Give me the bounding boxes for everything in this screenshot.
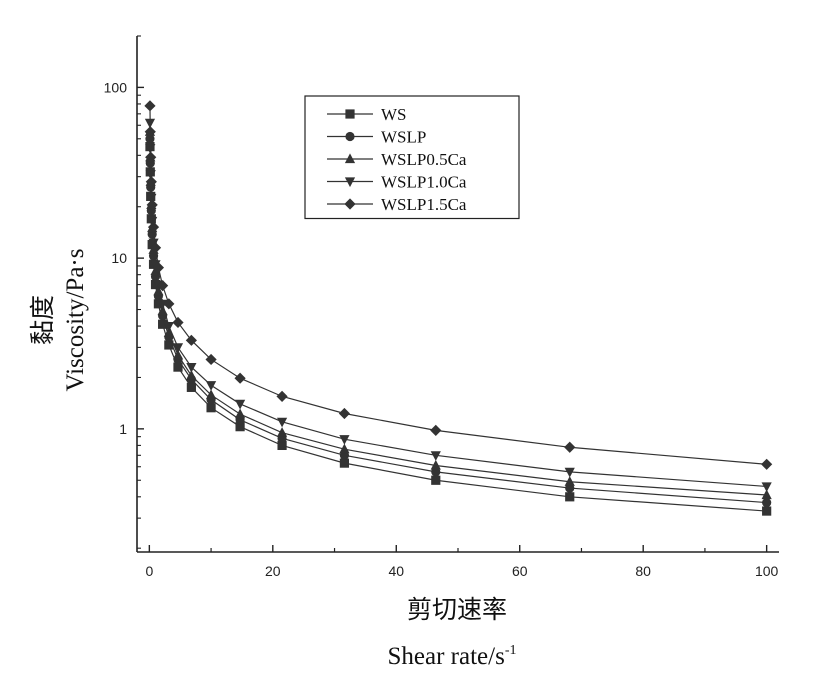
legend-label: WSLP	[381, 128, 426, 147]
x-tick-label: 0	[145, 563, 153, 579]
data-point	[564, 441, 576, 453]
axes: 0 20 40 60 80 100 1 10 100	[104, 35, 779, 579]
data-point	[145, 151, 157, 163]
legend-item: WSLP1.5Ca	[327, 195, 467, 214]
legend-marker	[344, 177, 356, 188]
legend-marker	[345, 131, 355, 142]
data-point	[339, 435, 350, 445]
x-tick-label: 40	[388, 563, 404, 579]
legend-label: WS	[381, 105, 407, 124]
legend-marker	[345, 109, 355, 119]
data-point	[276, 417, 288, 428]
legend-label: WSLP1.5Ca	[381, 195, 467, 214]
y-axis-title-cn: 黏度	[29, 295, 57, 345]
data-point	[144, 100, 156, 112]
x-tick-label: 80	[635, 563, 651, 579]
data-point	[565, 492, 575, 502]
x-axis-title-main: Shear rate/s	[388, 643, 505, 670]
data-point	[172, 349, 184, 360]
series-wslp1-5ca	[144, 100, 773, 470]
x-tick-label: 60	[512, 563, 528, 579]
data-point	[564, 467, 575, 478]
data-point	[234, 408, 246, 419]
data-point	[430, 451, 441, 461]
data-point	[761, 458, 773, 470]
data-point	[235, 422, 245, 432]
legend-marker	[344, 198, 356, 210]
data-point	[761, 489, 772, 500]
legend-label: WSLP1.0Ca	[381, 173, 467, 192]
data-point	[158, 319, 168, 329]
x-axis-title-cn: 剪切速率	[407, 596, 507, 624]
x-axis-title-en: Shear rate/s-1	[388, 643, 517, 670]
data-point	[147, 216, 158, 227]
data-point	[185, 334, 197, 346]
data-point	[173, 362, 183, 372]
data-point	[163, 327, 174, 337]
data-point	[234, 372, 246, 384]
legend-item: WS	[327, 105, 407, 124]
data-point	[276, 390, 288, 402]
data-point	[762, 506, 772, 516]
data-point	[186, 363, 197, 373]
data-point	[186, 370, 197, 380]
data-point	[146, 199, 158, 211]
data-point	[148, 238, 159, 249]
data-point	[762, 497, 772, 508]
data-point	[205, 353, 217, 366]
y-axis-title: 黏度 Viscosity/Pa·s	[29, 249, 89, 392]
data-point	[153, 285, 164, 296]
data-point	[153, 299, 164, 309]
data-point	[144, 126, 156, 138]
data-point	[339, 443, 350, 454]
data-point	[277, 440, 287, 451]
x-axis-title-exponent: -1	[505, 643, 517, 658]
legend-item: WSLP0.5Ca	[327, 150, 467, 169]
data-point	[172, 343, 184, 353]
x-tick-label: 20	[265, 563, 281, 579]
y-tick-label: 100	[104, 79, 128, 95]
y-axis-title-en: Viscosity/Pa·s	[62, 249, 89, 392]
data-point	[205, 389, 217, 400]
x-tick-label: 100	[755, 563, 779, 579]
data-point	[564, 476, 575, 486]
data-point	[145, 176, 157, 188]
data-point	[339, 458, 350, 468]
legend: WS WSLP WSLP0.5Ca WSLP1.0Ca WSLP1.5Ca	[304, 95, 520, 220]
x-axis-title: 剪切速率 Shear rate/s-1	[388, 596, 517, 670]
data-point	[206, 403, 216, 413]
data-point	[164, 340, 174, 350]
data-point	[205, 381, 217, 391]
data-point	[430, 424, 442, 436]
data-point	[149, 242, 162, 254]
data-point	[157, 280, 169, 292]
data-point	[186, 382, 196, 392]
legend-box	[304, 95, 520, 220]
data-point	[147, 221, 160, 233]
legend-label: WSLP0.5Ca	[381, 150, 467, 169]
legend-item: WSLP1.0Ca	[327, 173, 467, 192]
data-point	[152, 262, 165, 274]
data-point	[761, 482, 772, 493]
legend-item: WSLP	[327, 128, 426, 147]
y-tick-label: 1	[119, 421, 127, 437]
legend-marker	[344, 153, 356, 164]
data-point	[276, 427, 288, 437]
data-point	[163, 321, 174, 332]
data-point	[431, 475, 441, 485]
data-point	[163, 298, 175, 310]
data-point	[338, 407, 351, 420]
y-tick-label: 10	[111, 250, 127, 266]
data-point	[430, 459, 441, 470]
data-point	[146, 193, 157, 204]
series-layer	[144, 100, 773, 516]
data-point	[172, 316, 184, 329]
data-point	[234, 399, 246, 410]
